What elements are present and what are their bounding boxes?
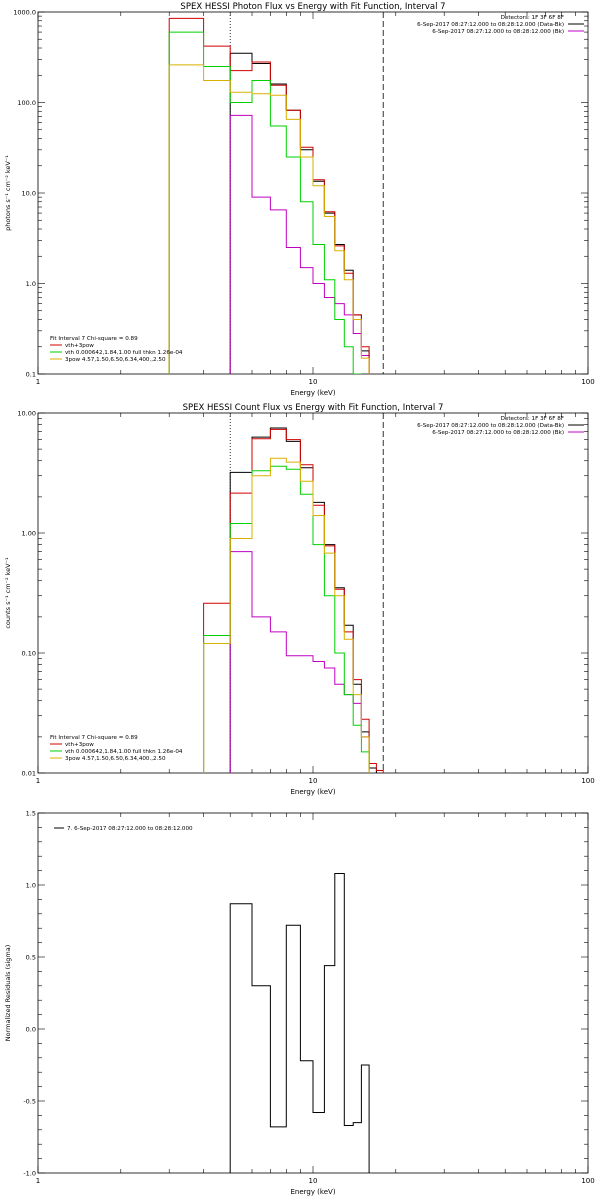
y-tick-label: 10.00 (17, 410, 36, 418)
x-tick-label: 100 (581, 1177, 594, 1185)
x-tick-label: 10 (309, 378, 318, 386)
x-axis-label: Energy (keV) (290, 1188, 335, 1196)
fit-interval-label: Fit Interval 7 Chi-square = 0.89 (50, 735, 138, 741)
chart-title: SPEX HESSI Count Flux vs Energy with Fit… (183, 403, 444, 413)
y-tick-label: 1.0 (26, 280, 36, 288)
y-axis-label: counts s⁻¹ cm⁻² keV⁻¹ (4, 557, 12, 629)
y-tick-label: 0.1 (26, 371, 36, 379)
y-tick-label: 0.10 (22, 650, 36, 658)
y-tick-label: 1.00 (22, 530, 36, 538)
panel-1: SPEX HESSI Photon Flux vs Energy with Fi… (4, 2, 595, 397)
x-axis-label: Energy (keV) (290, 788, 335, 796)
chart-title: SPEX HESSI Photon Flux vs Energy with Fi… (180, 2, 445, 12)
y-tick-label: 100.0 (17, 99, 36, 107)
fit-interval-label: Fit Interval 7 Chi-square = 0.89 (50, 336, 138, 342)
series-line-1 (229, 873, 370, 1173)
series-line-5 (168, 64, 370, 374)
y-tick-label: 1.0 (26, 882, 36, 890)
series-line-2 (229, 551, 370, 773)
y-tick-label: -1.0 (23, 1170, 36, 1178)
panel-layer: SPEX HESSI Photon Flux vs Energy with Fi… (4, 2, 595, 1196)
y-tick-label: 0.5 (26, 954, 36, 962)
header-line: Detectors: 1F 3F 6F 8F (501, 416, 564, 422)
x-tick-label: 10 (309, 777, 318, 785)
header-line: 6-Sep-2017 08:27:12.000 to 08:28:12.000 … (417, 423, 564, 429)
panel-2: SPEX HESSI Count Flux vs Energy with Fit… (4, 403, 595, 796)
header-line: 6-Sep-2017 08:27:12.000 to 08:28:12.000 … (417, 22, 564, 28)
legend-entry: vth+3pow (65, 343, 94, 349)
panel-3: 1 10 100 Energy (keV) -1.0 -0.5 0.0 0.5 1.0 1.5 No… (4, 810, 595, 1197)
legend-entry: 7. 6-Sep-2017 08:27:12.000 to 08:28:12.0… (67, 826, 193, 832)
x-tick-label: 1 (36, 378, 40, 386)
series-line-2 (229, 114, 370, 374)
legend-entry: 3pow 4.57,1.50,6.50,6.34,400.,2.50 (65, 756, 166, 762)
x-tick-label: 1 (36, 1177, 40, 1185)
y-tick-label: 0.0 (26, 1026, 36, 1034)
header-line: Detectors: 1F 3F 6F 8F (501, 15, 564, 21)
y-tick-label: 1000.0 (13, 9, 36, 17)
y-tick-label: 10.0 (22, 190, 36, 198)
plot-area (203, 413, 384, 773)
x-axis-label: Energy (keV) (290, 389, 335, 397)
legend-entry: vth 0.000642,1.84,1.00 full thkn 1.26e-0… (65, 749, 183, 755)
y-tick-label: 1.5 (26, 810, 36, 818)
header-line: 6-Sep-2017 08:27:12.000 to 08:28:12.000 … (432, 430, 564, 436)
header-line: 6-Sep-2017 08:27:12.000 to 08:28:12.000 … (432, 29, 564, 35)
x-tick-label: 10 (309, 1177, 318, 1185)
y-axis-label: photons s⁻¹ cm⁻² keV⁻¹ (4, 155, 12, 231)
legend-entry: vth 0.000642,1.84,1.00 full thkn 1.26e-0… (65, 350, 183, 356)
x-tick-label: 100 (581, 378, 594, 386)
y-axis-label: Normalized Residuals (sigma) (4, 945, 12, 1042)
legend-entry: 3pow 4.57,1.50,6.50,6.34,400.,2.50 (65, 357, 166, 363)
x-tick-label: 100 (581, 777, 594, 785)
series-line-5 (203, 457, 370, 773)
y-tick-label: -0.5 (23, 1098, 36, 1106)
legend-entry: vth+3pow (65, 742, 94, 748)
plot-area (229, 873, 370, 1173)
y-tick-label: 0.01 (22, 770, 36, 778)
plot-area (168, 12, 384, 374)
x-tick-label: 1 (36, 777, 40, 785)
